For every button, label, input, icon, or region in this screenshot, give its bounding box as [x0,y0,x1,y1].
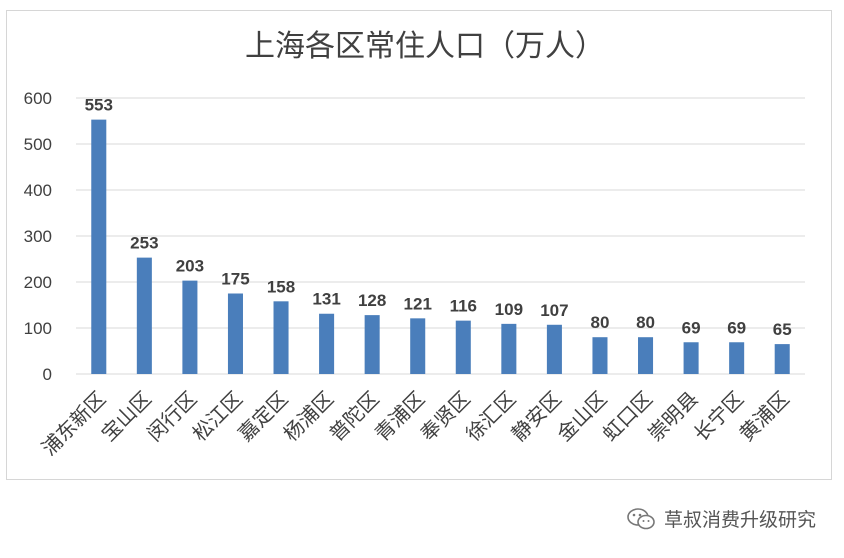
bar [182,280,198,374]
data-label: 80 [591,313,610,332]
bar [410,318,426,374]
data-label: 69 [682,318,701,337]
data-label: 553 [85,96,113,115]
data-label: 80 [636,313,655,332]
watermark-text: 草叔消费升级研究 [663,509,816,531]
bar [729,342,745,374]
bar [774,344,790,374]
bar [319,313,335,374]
data-label: 253 [130,234,158,253]
data-label: 175 [221,270,249,289]
bar [227,293,243,374]
data-label: 121 [404,294,432,313]
x-tick-label: 青浦区 [370,387,429,446]
data-label: 203 [176,257,204,276]
data-label: 116 [450,297,477,316]
x-tick-label: 徐汇区 [461,387,520,446]
data-label: 109 [495,300,523,319]
x-tick-label: 长宁区 [689,387,748,446]
y-tick-label: 200 [24,273,52,292]
bar [91,119,107,375]
x-tick-label: 黄浦区 [734,387,793,446]
gridlines [76,97,805,375]
data-label: 69 [727,318,746,337]
x-tick-label: 金山区 [552,387,611,446]
x-tick-label: 崇明县 [643,387,702,446]
x-tick-label: 杨浦区 [279,387,338,446]
y-tick-label: 100 [24,319,52,338]
bar [364,315,380,374]
x-tick-label: 虹口区 [598,387,657,446]
chart-title: 上海各区常住人口（万人） [245,29,605,64]
bar [455,320,471,374]
y-tick-label: 0 [43,365,52,384]
data-label: 128 [358,291,386,310]
y-axis-ticks: 0 100 200 300 400 500 600 [24,89,52,384]
x-tick-label: 嘉定区 [233,387,292,446]
bar [592,337,608,374]
y-tick-label: 400 [24,181,52,200]
bar [638,337,654,374]
data-label: 65 [773,320,792,339]
data-label: 131 [312,290,340,309]
x-tick-label: 浦东新区 [37,387,111,461]
bar [501,323,517,374]
y-tick-label: 300 [24,227,52,246]
wechat-icon [627,507,655,529]
bar-chart: 上海各区常住人口（万人） 0 100 200 300 400 500 600 553 253 2… [24,29,805,461]
x-tick-label: 奉贤区 [415,387,474,446]
bar [136,257,152,374]
bar [683,342,699,374]
x-tick-label: 宝山区 [96,387,155,446]
x-tick-label: 闵行区 [142,387,201,446]
y-tick-label: 500 [24,135,52,154]
x-tick-label: 普陀区 [324,387,383,446]
bar [273,301,289,374]
x-tick-label: 静安区 [507,387,566,446]
chart-frame [6,10,832,480]
bars [91,119,790,375]
data-label: 158 [267,277,295,296]
x-axis-labels: 浦东新区宝山区闵行区松江区嘉定区杨浦区普陀区青浦区奉贤区徐汇区静安区金山区虹口区… [37,387,794,461]
data-label: 107 [540,301,568,320]
watermark: 草叔消费升级研究 [626,505,816,532]
data-labels: 553 253 203 175 158 131 128 121 116 109 107 80 80 69 6… [85,96,792,339]
x-tick-label: 松江区 [188,387,247,446]
bar [546,324,562,374]
y-tick-label: 600 [24,89,52,108]
